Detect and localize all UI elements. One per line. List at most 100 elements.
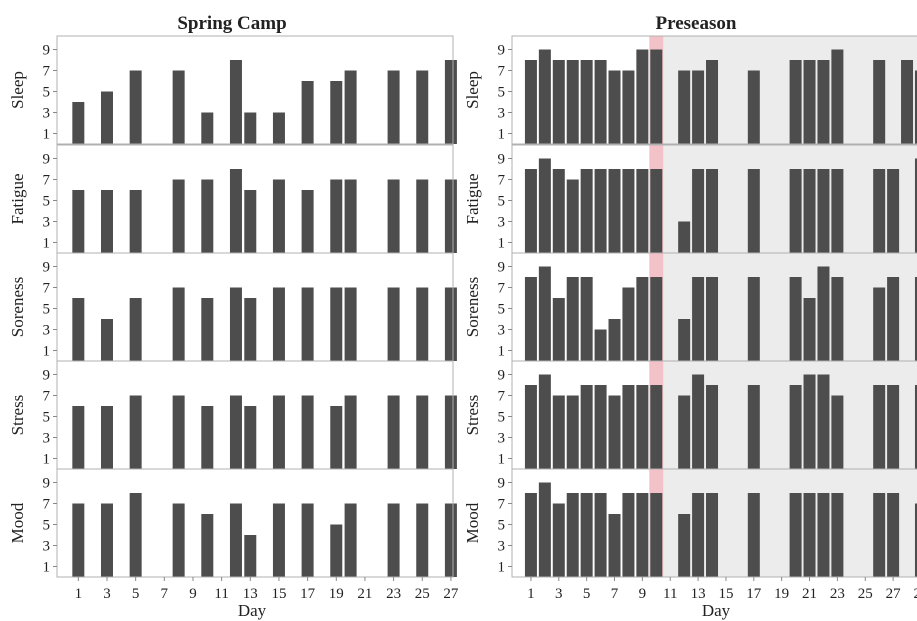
x-tick-label: 29 bbox=[913, 586, 917, 602]
bar-fatigue-day-21 bbox=[803, 169, 816, 253]
y-axis-label: Fatigue bbox=[8, 174, 27, 225]
bar-mood-day-10 bbox=[201, 514, 214, 577]
y-tick-label: 9 bbox=[43, 43, 51, 59]
bar-stress-day-3 bbox=[552, 395, 565, 469]
panel-sleep: 1 3 5 7 9 Sleep bbox=[463, 35, 917, 145]
bar-soreness-day-9 bbox=[636, 277, 649, 361]
bar-fatigue-day-10 bbox=[650, 169, 663, 253]
bar-mood-day-23 bbox=[387, 503, 400, 577]
panel-frame bbox=[56, 468, 454, 578]
bar-fatigue-day-23 bbox=[831, 169, 844, 253]
bar-sleep-day-3 bbox=[100, 91, 113, 144]
bar-mood-day-15 bbox=[272, 503, 285, 577]
bar-mood-day-1 bbox=[524, 493, 537, 577]
bar-stress-day-3 bbox=[100, 406, 113, 469]
bar-mood-day-20 bbox=[344, 503, 357, 577]
bar-stress-day-17 bbox=[747, 385, 760, 469]
x-tick-label: 15 bbox=[718, 586, 733, 602]
bar-mood-day-8 bbox=[172, 503, 185, 577]
bar-stress-day-10 bbox=[650, 385, 663, 469]
y-tick-label: 1 bbox=[43, 344, 51, 360]
panel-mood: 1 3 5 7 9 Mood bbox=[8, 468, 457, 578]
x-axis-label: Day bbox=[238, 601, 267, 620]
bar-soreness-day-21 bbox=[803, 298, 816, 361]
bar-stress-day-13 bbox=[244, 406, 257, 469]
x-tick-label: 1 bbox=[527, 586, 535, 602]
bar-mood-day-6 bbox=[594, 493, 607, 577]
panel-stress: 1 3 5 7 9 Stress bbox=[8, 360, 457, 470]
bar-mood-day-5 bbox=[129, 493, 142, 577]
x-tick-label: 27 bbox=[886, 586, 902, 602]
bar-soreness-day-5 bbox=[129, 298, 142, 361]
bar-stress-day-10 bbox=[201, 406, 214, 469]
y-tick-label: 7 bbox=[498, 497, 506, 513]
bar-soreness-day-13 bbox=[244, 298, 257, 361]
bar-fatigue-day-20 bbox=[789, 169, 802, 253]
y-tick-label: 3 bbox=[498, 106, 506, 122]
x-tick-label: 7 bbox=[611, 586, 619, 602]
bar-fatigue-day-5 bbox=[580, 169, 593, 253]
bar-sleep-day-15 bbox=[272, 112, 285, 144]
bar-soreness-day-10 bbox=[650, 277, 663, 361]
bar-sleep-day-10 bbox=[650, 49, 663, 144]
y-tick-label: 3 bbox=[498, 323, 506, 339]
bar-sleep-day-19 bbox=[330, 81, 343, 144]
bar-stress-day-20 bbox=[344, 395, 357, 469]
y-tick-label: 7 bbox=[43, 497, 51, 513]
x-tick-label: 13 bbox=[243, 586, 258, 602]
bar-mood-day-9 bbox=[636, 493, 649, 577]
panel-frame bbox=[56, 35, 454, 145]
bar-fatigue-day-17 bbox=[301, 190, 314, 253]
bar-soreness-day-26 bbox=[873, 287, 886, 361]
bar-stress-day-23 bbox=[831, 395, 844, 469]
bar-fatigue-day-27 bbox=[887, 169, 900, 253]
bar-mood-day-3 bbox=[100, 503, 113, 577]
y-axis-label: Mood bbox=[8, 502, 27, 543]
bar-fatigue-day-12 bbox=[229, 169, 242, 253]
y-axis-label: Stress bbox=[8, 395, 27, 436]
bar-sleep-day-17 bbox=[747, 70, 760, 144]
bar-fatigue-day-2 bbox=[538, 158, 551, 253]
y-tick-label: 1 bbox=[498, 236, 506, 252]
y-tick-label: 7 bbox=[43, 389, 51, 405]
bar-mood-day-19 bbox=[330, 524, 343, 577]
chart-spring-camp: Spring Camp13579Sleep13579Fatigue13579So… bbox=[8, 13, 459, 620]
bar-soreness-day-3 bbox=[552, 298, 565, 361]
bar-mood-day-25 bbox=[416, 503, 429, 577]
y-tick-label: 9 bbox=[43, 368, 51, 384]
x-tick-label: 3 bbox=[555, 586, 563, 602]
bar-stress-day-1 bbox=[72, 406, 85, 469]
bar-mood-day-27 bbox=[444, 503, 457, 577]
bar-mood-day-29 bbox=[914, 503, 917, 577]
y-tick-label: 5 bbox=[498, 302, 506, 318]
y-tick-label: 1 bbox=[498, 127, 506, 143]
bar-sleep-day-4 bbox=[566, 60, 579, 144]
y-tick-label: 1 bbox=[43, 560, 51, 576]
y-tick-label: 1 bbox=[43, 452, 51, 468]
x-tick-label: 17 bbox=[746, 586, 762, 602]
bar-stress-day-22 bbox=[817, 374, 830, 469]
bar-sleep-day-1 bbox=[524, 60, 537, 144]
bar-soreness-day-10 bbox=[201, 298, 214, 361]
bar-soreness-day-27 bbox=[444, 287, 457, 361]
y-tick-label: 5 bbox=[498, 518, 506, 534]
bar-fatigue-day-1 bbox=[72, 190, 85, 253]
bar-fatigue-day-27 bbox=[444, 179, 457, 253]
panel-fatigue: 1 3 5 7 9 Fatigue bbox=[8, 144, 457, 254]
x-tick-label: 7 bbox=[161, 586, 169, 602]
y-tick-label: 9 bbox=[43, 260, 51, 276]
bar-mood-day-14 bbox=[706, 493, 719, 577]
bar-sleep-day-20 bbox=[789, 60, 802, 144]
panel-stress: 1 3 5 7 9 Stress bbox=[463, 360, 917, 470]
bar-soreness-day-1 bbox=[524, 277, 537, 361]
bar-soreness-day-20 bbox=[344, 287, 357, 361]
bar-stress-day-29 bbox=[914, 385, 917, 469]
y-tick-label: 9 bbox=[498, 43, 506, 59]
bar-sleep-day-21 bbox=[803, 60, 816, 144]
y-axis-label: Sleep bbox=[463, 71, 482, 109]
bar-fatigue-day-15 bbox=[272, 179, 285, 253]
bar-fatigue-day-29 bbox=[914, 158, 917, 253]
bar-fatigue-day-5 bbox=[129, 190, 142, 253]
y-tick-label: 7 bbox=[43, 64, 51, 80]
